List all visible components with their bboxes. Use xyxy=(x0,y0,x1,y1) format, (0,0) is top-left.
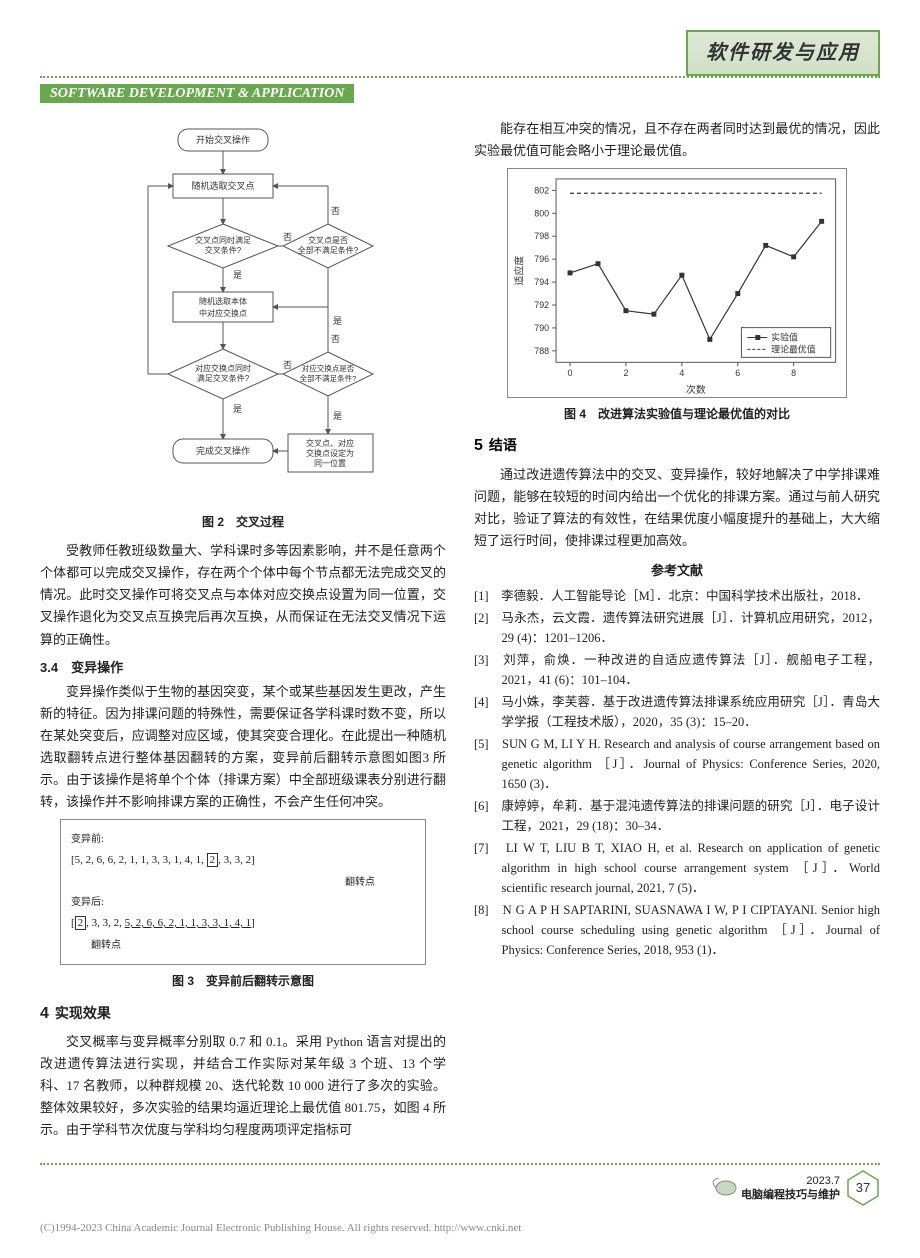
right-column: 能存在相互冲突的情况，且不存在两者同时达到最优的情况，因此实验最优值可能会略小于… xyxy=(474,118,880,1146)
svg-text:796: 796 xyxy=(534,254,549,264)
page-number-hex: 37 xyxy=(846,1169,880,1207)
svg-text:是: 是 xyxy=(333,316,342,326)
section-4-title: 4实现效果 xyxy=(40,1000,446,1027)
svg-text:否: 否 xyxy=(283,232,292,242)
header-chinese-title: 软件研发与应用 xyxy=(706,42,860,64)
svg-text:交换点设定为: 交换点设定为 xyxy=(306,448,354,458)
reference-item: [4] 马小姝，李芙蓉．基于改进遗传算法排课系统应用研究［J］．青岛大学学报（工… xyxy=(474,692,880,732)
reference-item: [5] SUN G M, LI Y H. Research and analys… xyxy=(474,734,880,794)
svg-text:交叉条件?: 交叉条件? xyxy=(205,245,242,255)
svg-text:随机选取本体: 随机选取本体 xyxy=(199,296,247,306)
reference-item: [1] 李德毅．人工智能导论［M］．北京：中国科学技术出版社，2018． xyxy=(474,586,880,606)
svg-text:理论最优值: 理论最优值 xyxy=(771,343,816,354)
references-list: [1] 李德毅．人工智能导论［M］．北京：中国科学技术出版社，2018．[2] … xyxy=(474,586,880,960)
svg-text:792: 792 xyxy=(534,300,549,310)
flowchart-fig2: 开始交叉操作 随机选取交叉点 交叉点同时满足 交叉条件? 是 否 交叉点是否 全… xyxy=(103,124,383,504)
reference-item: [2] 马永杰，云文霞．遗传算法研究进展［J］．计算机应用研究，2012，29 … xyxy=(474,608,880,648)
svg-text:交叉点同时满足: 交叉点同时满足 xyxy=(195,235,251,245)
page-footer: 2023.7 电脑编程技巧与维护 37 xyxy=(40,1163,880,1207)
col1-para1: 受教师任教班级数量大、学科课时多等因素影响，并不是任意两个个体都可以完成交叉操作… xyxy=(40,540,446,650)
svg-text:0: 0 xyxy=(568,368,573,378)
two-column-layout: 开始交叉操作 随机选取交叉点 交叉点同时满足 交叉条件? 是 否 交叉点是否 全… xyxy=(40,118,880,1146)
svg-text:2: 2 xyxy=(623,368,628,378)
references-title: 参考文献 xyxy=(474,560,880,582)
svg-text:随机选取交叉点: 随机选取交叉点 xyxy=(191,180,254,191)
svg-text:适应度: 适应度 xyxy=(512,256,525,286)
svg-text:6: 6 xyxy=(735,368,740,378)
linechart-fig4: 788 790 792 794 796 798 800 802 0 2 4 6 8 次数 适应度实验值理论最… xyxy=(507,168,847,398)
col1-para3: 交叉概率与变异概率分别取 0.7 和 0.1。采用 Python 语言对提出的改… xyxy=(40,1031,446,1141)
svg-text:交叉点是否: 交叉点是否 xyxy=(308,235,348,245)
svg-text:满足交叉条件?: 满足交叉条件? xyxy=(197,373,250,383)
header-box-chinese: 软件研发与应用 xyxy=(686,30,880,76)
svg-text:同一位置: 同一位置 xyxy=(314,458,346,468)
svg-text:交叉点、对应: 交叉点、对应 xyxy=(306,438,354,448)
subsection-3-4: 3.4 变异操作 xyxy=(40,657,446,679)
header-english: SOFTWARE DEVELOPMENT & APPLICATION xyxy=(40,76,880,106)
svg-text:788: 788 xyxy=(534,346,549,356)
col2-para0: 能存在相互冲突的情况，且不存在两者同时达到最优的情况，因此实验最优值可能会略小于… xyxy=(474,118,880,162)
svg-text:否: 否 xyxy=(331,334,340,344)
svg-text:37: 37 xyxy=(856,1180,870,1195)
svg-text:否: 否 xyxy=(331,206,340,216)
svg-text:实验值: 实验值 xyxy=(771,331,798,342)
footer-date: 2023.7 xyxy=(741,1174,840,1188)
col1-para2: 变异操作类似于生物的基因突变，某个或某些基因发生更改，产生新的特征。因为排课问题… xyxy=(40,681,446,814)
fig4-caption: 图 4 改进算法实验值与理论最优值的对比 xyxy=(474,404,880,424)
svg-text:中对应交换点: 中对应交换点 xyxy=(199,308,247,318)
svg-text:是: 是 xyxy=(233,404,242,414)
fig2-caption: 图 2 交叉过程 xyxy=(40,512,446,532)
mutation-diagram: 变异前: [5, 2, 6, 6, 2, 1, 1, 3, 3, 1, 4, 1… xyxy=(60,819,426,965)
svg-text:全部不满足条件?: 全部不满足条件? xyxy=(298,245,359,255)
svg-text:全部不满足条件?: 全部不满足条件? xyxy=(300,373,357,383)
svg-text:次数: 次数 xyxy=(686,383,706,396)
footer-journal: 电脑编程技巧与维护 xyxy=(741,1188,840,1202)
reference-item: [3] 刘萍，俞焕．一种改进的自适应遗传算法［J］．舰船电子工程，2021，41… xyxy=(474,650,880,690)
copyright-line: (C)1994-2023 China Academic Journal Elec… xyxy=(40,1219,880,1238)
svg-text:开始交叉操作: 开始交叉操作 xyxy=(196,134,250,145)
svg-text:790: 790 xyxy=(534,323,549,333)
left-column: 开始交叉操作 随机选取交叉点 交叉点同时满足 交叉条件? 是 否 交叉点是否 全… xyxy=(40,118,446,1146)
col2-para1: 通过改进遗传算法中的交叉、变异操作，较好地解决了中学排课难问题，能够在较短的时间… xyxy=(474,464,880,552)
mutation-before: [5, 2, 6, 6, 2, 1, 1, 3, 3, 1, 4, 1, 2, … xyxy=(71,851,415,870)
svg-text:4: 4 xyxy=(679,368,684,378)
section-5-title: 5结语 xyxy=(474,432,880,459)
svg-text:是: 是 xyxy=(233,270,242,280)
svg-text:完成交叉操作: 完成交叉操作 xyxy=(196,445,250,456)
reference-item: [7] LI W T, LIU B T, XIAO H, et al. Rese… xyxy=(474,838,880,898)
svg-text:对应交换点是否: 对应交换点是否 xyxy=(302,363,355,373)
svg-text:8: 8 xyxy=(791,368,796,378)
svg-text:802: 802 xyxy=(534,185,549,195)
reference-item: [8] N G A P H SAPTARINI, SUASNAWA I W, P… xyxy=(474,900,880,960)
svg-text:是: 是 xyxy=(333,411,342,421)
svg-text:800: 800 xyxy=(534,208,549,218)
mutation-after: [2, 3, 3, 2, 5, 2, 6, 6, 2, 1, 1, 3, 3, … xyxy=(71,914,415,933)
svg-text:对应交换点同时: 对应交换点同时 xyxy=(195,363,251,373)
reference-item: [6] 康婷婷，牟莉．基于混沌遗传算法的排课问题的研究［J］．电子设计工程，20… xyxy=(474,796,880,836)
svg-text:否: 否 xyxy=(283,360,292,370)
svg-text:798: 798 xyxy=(534,231,549,241)
svg-text:794: 794 xyxy=(534,277,549,287)
header-english-title: SOFTWARE DEVELOPMENT & APPLICATION xyxy=(40,84,354,103)
fig3-caption: 图 3 变异前后翻转示意图 xyxy=(40,971,446,991)
mouse-icon xyxy=(711,1178,741,1198)
